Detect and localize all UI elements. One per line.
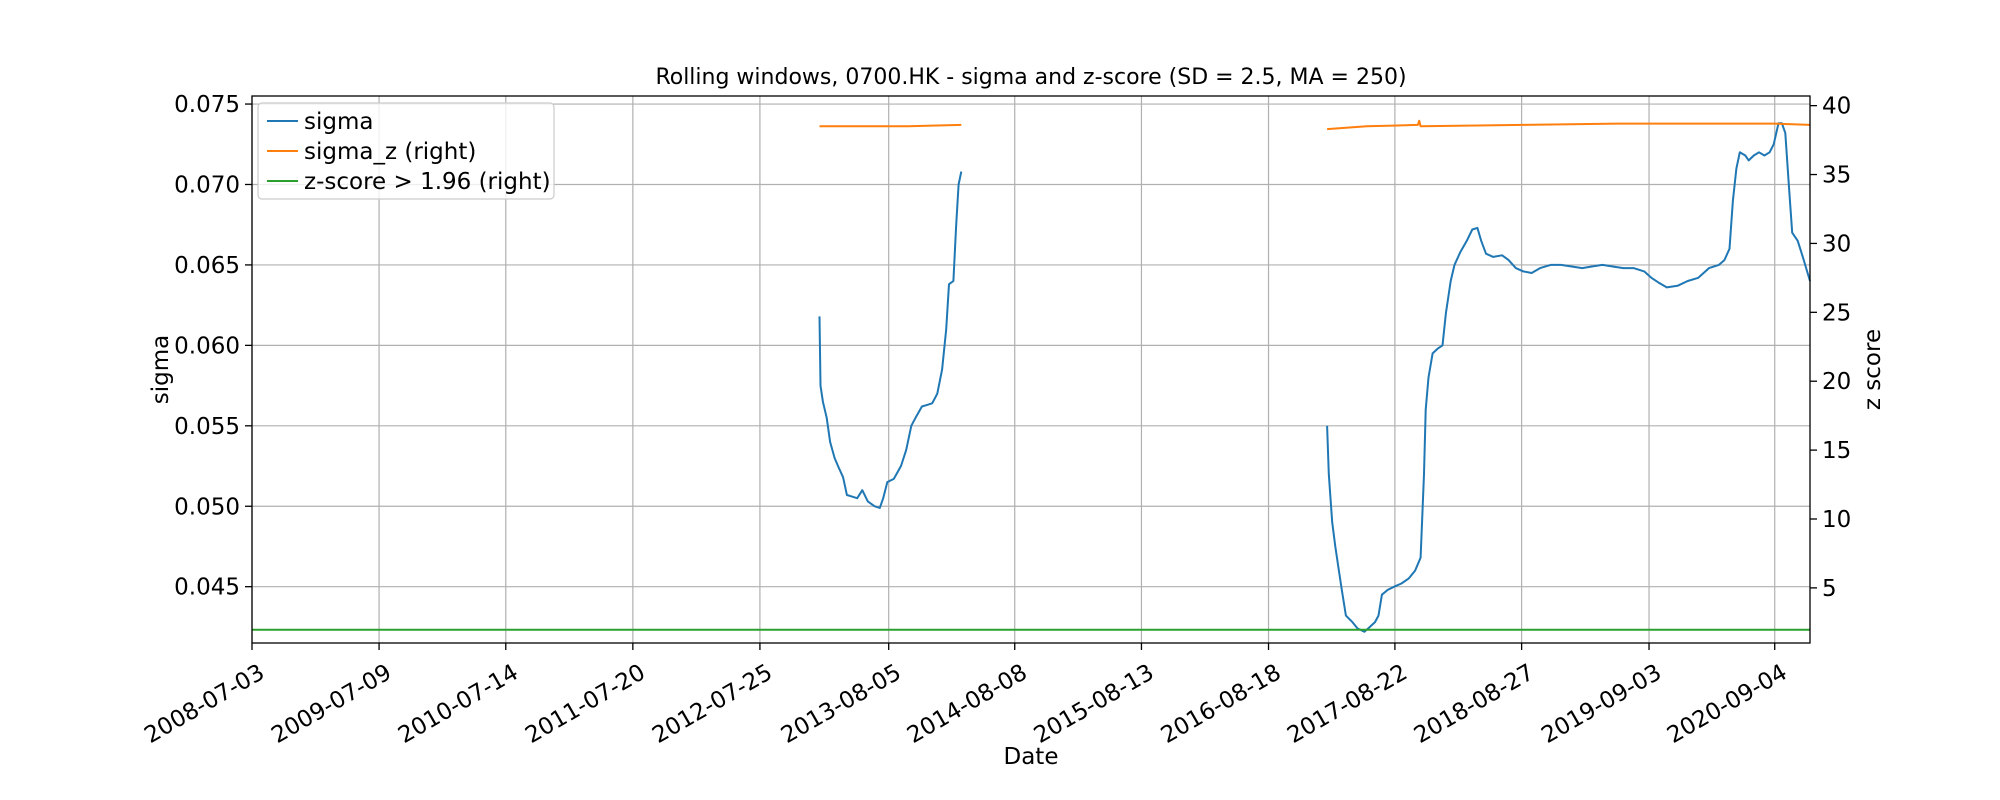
legend-label-sigma: sigma xyxy=(304,109,373,135)
series-sigma-line xyxy=(818,171,963,509)
y-tick-label: 0.075 xyxy=(174,92,240,118)
series-sigma-z-right-line xyxy=(819,123,962,128)
legend-label-sigma-z: sigma_z (right) xyxy=(304,139,476,165)
y-right-tick-label: 25 xyxy=(1822,300,1851,326)
y-right-tick-label: 40 xyxy=(1822,94,1851,120)
y-axis-right-title: z score xyxy=(1860,329,1886,410)
y-right-tick-label: 20 xyxy=(1822,369,1851,395)
legend: sigma sigma_z (right) z-score > 1.96 (ri… xyxy=(257,102,555,200)
y-tick-label: 0.060 xyxy=(174,333,240,359)
y-right-tick-label: 10 xyxy=(1822,507,1851,533)
series-sigma-line xyxy=(1326,122,1811,633)
legend-label-z-threshold: z-score > 1.96 (right) xyxy=(304,169,551,195)
y-tick-label: 0.050 xyxy=(174,494,240,520)
y-tick-label: 0.070 xyxy=(174,172,240,198)
y-tick-label: 0.045 xyxy=(174,575,240,601)
y-tick-label: 0.065 xyxy=(174,253,240,279)
y-right-tick-label: 5 xyxy=(1822,576,1837,602)
y-right-tick-label: 30 xyxy=(1822,231,1851,257)
x-axis-title: Date xyxy=(1004,744,1059,770)
y-right-tick-label: 15 xyxy=(1822,438,1851,464)
y-right-tick-label: 35 xyxy=(1822,163,1851,189)
series-layer xyxy=(252,119,1811,633)
plot-frame xyxy=(251,95,1811,644)
legend-box xyxy=(257,102,555,200)
y-tick-label: 0.055 xyxy=(174,414,240,440)
y-axis-title: sigma xyxy=(148,335,174,404)
series-sigma-z-right-line xyxy=(1327,119,1811,131)
chart-title: Rolling windows, 0700.HK - sigma and z-s… xyxy=(655,65,1406,90)
